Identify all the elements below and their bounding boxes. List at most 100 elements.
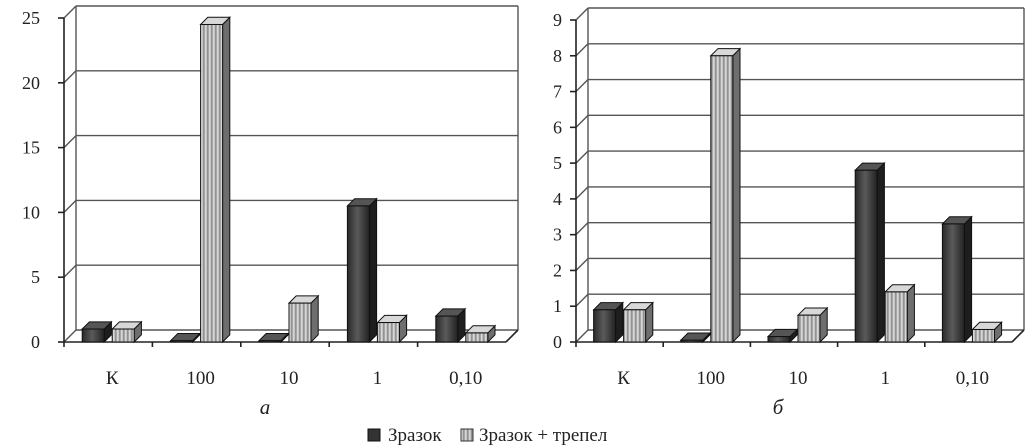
chart-b-ytick-label: 5: [553, 153, 562, 173]
chart-b-grid-diag: [575, 150, 589, 164]
legend-label-zrazok: Зразок: [388, 425, 442, 446]
chart-a-ytick-label: 5: [31, 267, 40, 287]
chart-a-category-label: 100: [186, 368, 215, 389]
chart-b-category-label: 100: [697, 368, 726, 389]
chart-b-bar-zrazok-trepel-2-front: [797, 314, 821, 343]
chart-b-grid-diag: [575, 114, 589, 128]
chart-a-category-label: 10: [280, 368, 299, 389]
chart-a-grid-diag: [63, 264, 77, 278]
chart-a-ytick-label: 15: [22, 138, 40, 158]
chart-b-bar-zrazok-trepel-1: [709, 47, 742, 344]
chart-a-bar-zrazok-0: [80, 320, 113, 344]
chart-a-bar-zrazok-3-front: [346, 205, 370, 343]
chart-a-bar-zrazok-trepel-1: [199, 16, 232, 344]
chart-b-grid-diag: [575, 293, 589, 307]
chart-a-bar-zrazok-4: [434, 307, 467, 344]
chart-a-bar-zrazok-1: [169, 332, 202, 344]
chart-b-bar-zrazok-2-front: [767, 336, 791, 343]
chart-b-ytick-label: 1: [553, 296, 562, 316]
chart-b-bar-zrazok-trepel-4: [971, 321, 1003, 344]
chart-b: 0 1 2 3 4 5 6 7 8 9 К 100 10 1 0,10: [553, 7, 1025, 389]
chart-b-bar-zrazok-4-side: [963, 215, 973, 344]
chart-a-floor-edge: [505, 329, 519, 343]
chart-b-bar-zrazok-trepel-0: [622, 301, 655, 344]
chart-b-bar-zrazok-trepel-3-front: [884, 291, 908, 343]
chart-b-bar-zrazok-trepel-1-side: [732, 47, 741, 344]
chart-a-bar-zrazok-trepel-3-front: [376, 322, 400, 343]
chart-b-grid-diag: [575, 329, 589, 343]
chart-b-subtitle: б: [773, 395, 785, 419]
chart-a-ytick-label: 0: [31, 332, 40, 352]
chart-b-bar-zrazok-3-side: [876, 161, 885, 344]
chart-b-bar-zrazok-trepel-0-front: [623, 309, 647, 343]
chart-b-bar-zrazok-2: [766, 328, 799, 344]
chart-b-bar-zrazok-1-front: [680, 339, 704, 343]
chart-b-bar-zrazok-1: [679, 331, 712, 344]
chart-b-bar-zrazok-3-front: [854, 169, 878, 343]
chart-a-bar-zrazok-2: [257, 332, 290, 344]
chart-a-category-label: 0,10: [449, 368, 482, 389]
chart-b-ytick-label: 3: [553, 225, 562, 245]
chart-b-ytick-label: 0: [553, 332, 562, 352]
chart-a-bar-zrazok-2-front: [258, 340, 282, 343]
legend: Зразок Зразок + трепел: [367, 425, 608, 446]
chart-b-bar-zrazok-4: [941, 215, 973, 344]
chart-a-bar-zrazok-trepel-3: [376, 314, 408, 344]
chart-a-ytick-label: 25: [22, 8, 40, 28]
chart-b-bar-zrazok-0: [592, 301, 625, 344]
legend-label-zrazok-trepel: Зразок + трепел: [479, 425, 608, 446]
chart-a-grid-diag: [63, 70, 77, 84]
chart-a-bar-zrazok-3: [346, 197, 378, 344]
chart-b-grid-diag: [575, 186, 589, 200]
chart-b-floor-edge: [1011, 329, 1025, 343]
chart-a-bar-zrazok-3-side: [368, 197, 378, 344]
chart-a-grid-diag: [63, 199, 77, 213]
chart-a-bar-zrazok-trepel-4: [464, 324, 497, 344]
chart-b-ytick-label: 6: [553, 117, 562, 137]
chart-a-ytick-label: 20: [22, 73, 40, 93]
chart-a-grid-diag: [63, 5, 77, 19]
chart-a-bar-zrazok-trepel-4-front: [465, 332, 489, 343]
chart-a-bar-zrazok-trepel-2: [287, 294, 320, 344]
chart-b-grid-diag: [575, 257, 589, 271]
chart-b-bar-zrazok-3: [853, 161, 886, 344]
chart-b-ytick-label: 8: [553, 46, 562, 66]
chart-b-grid-diag: [575, 43, 589, 57]
chart-a-bar-zrazok-1-front: [170, 340, 194, 343]
legend-swatch-zrazok: [367, 428, 381, 442]
chart-b-bar-zrazok-4-front: [941, 223, 965, 343]
chart-a-bar-zrazok-0-front: [81, 328, 105, 343]
chart-a-grid-diag: [63, 135, 77, 149]
chart-b-category-label: 10: [789, 368, 808, 389]
chart-a-category-label: К: [106, 368, 119, 389]
chart-a-grid-diag: [63, 329, 77, 343]
chart-b-category-label: К: [617, 368, 630, 389]
chart-b-category-label: 0,10: [956, 368, 989, 389]
chart-a-category-label: 1: [373, 368, 383, 389]
chart-a-bar-zrazok-trepel-2-front: [288, 302, 312, 343]
chart-b-ytick-label: 2: [553, 260, 562, 280]
chart-a-subtitle: а: [260, 395, 271, 419]
chart-b-grid-diag: [575, 7, 589, 21]
chart-b-ytick-label: 7: [553, 82, 562, 102]
chart-a-bar-zrazok-4-front: [435, 315, 459, 343]
chart-b-category-label: 1: [880, 368, 890, 389]
chart-a-bar-zrazok-trepel-2-side: [310, 294, 319, 344]
legend-swatch-zrazok-trepel: [460, 428, 474, 442]
chart-b-grid-diag: [575, 79, 589, 93]
chart-b-bar-zrazok-trepel-1-front: [710, 55, 734, 343]
chart-b-bar-zrazok-trepel-3-side: [906, 283, 915, 344]
chart-a-bar-zrazok-trepel-0-front: [111, 328, 135, 343]
chart-b-bar-zrazok-trepel-3: [883, 283, 916, 344]
chart-b-ytick-label: 4: [553, 189, 562, 209]
chart-b-ytick-label: 9: [553, 10, 562, 30]
chart-a-bar-zrazok-trepel-0: [110, 320, 143, 344]
chart-b-bar-zrazok-0-front: [593, 309, 617, 343]
chart-b-bar-zrazok-trepel-2: [796, 306, 829, 344]
chart-b-grid-diag: [575, 222, 589, 236]
chart-a-ytick-label: 10: [22, 202, 40, 222]
chart-a-bar-zrazok-trepel-1-side: [222, 16, 231, 344]
chart-a-bar-zrazok-trepel-1-front: [200, 23, 224, 343]
chart-a: 0 5 10 15 20 25 К 100 10 1 0,10: [22, 5, 519, 389]
